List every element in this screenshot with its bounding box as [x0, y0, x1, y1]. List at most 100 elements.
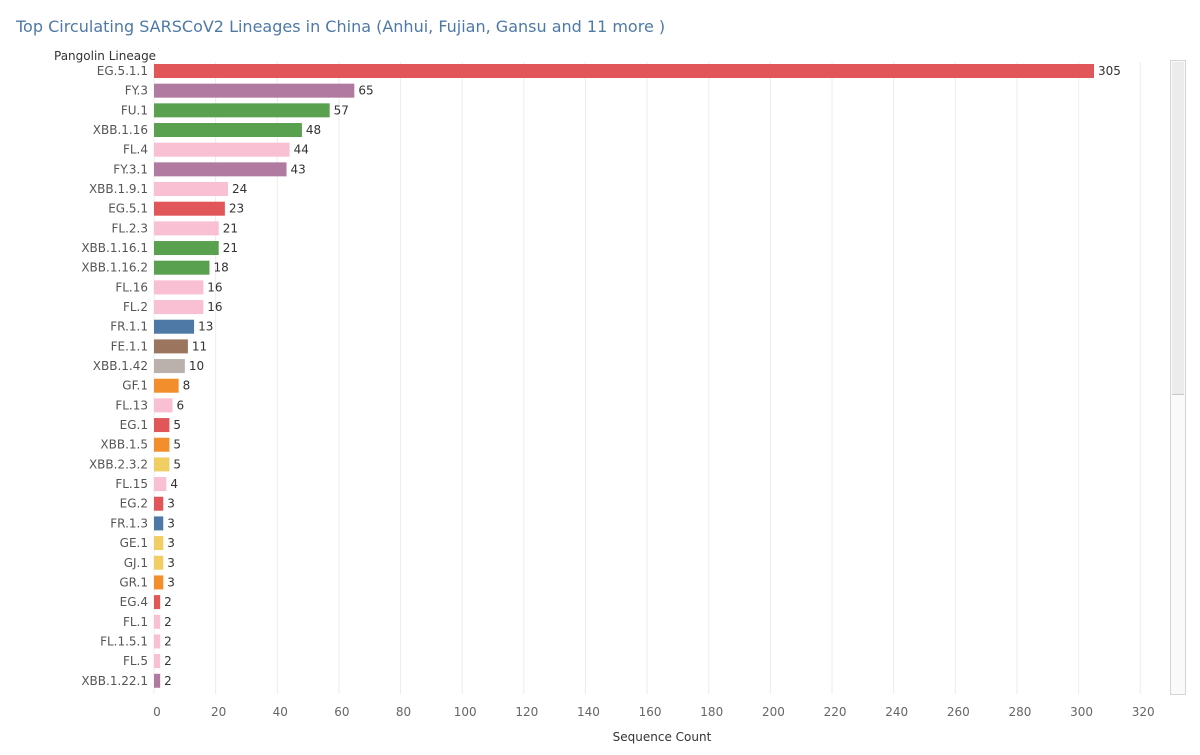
- bar[interactable]: [154, 103, 330, 118]
- bar[interactable]: [154, 339, 188, 354]
- data-label: 23: [229, 202, 244, 216]
- data-label: 4: [170, 477, 178, 491]
- category-label: GE.1: [120, 536, 148, 550]
- bar[interactable]: [154, 457, 170, 472]
- x-axis-ticks: 0 20 40 60 80 100 120 140 160 180 200 220 240 260 280 3…: [153, 705, 1155, 719]
- category-label: XBB.1.5: [100, 438, 148, 452]
- category-label: GF.1: [122, 379, 148, 393]
- bar[interactable]: [154, 595, 161, 610]
- bar[interactable]: [154, 162, 287, 177]
- bar[interactable]: [154, 437, 170, 452]
- bar[interactable]: [154, 182, 228, 197]
- bar[interactable]: [154, 555, 164, 570]
- category-label: FL.2.3: [112, 221, 149, 235]
- data-label: 3: [167, 536, 175, 550]
- category-label: FL.4: [123, 143, 148, 157]
- bar[interactable]: [154, 516, 164, 531]
- data-label: 48: [306, 123, 321, 137]
- bar[interactable]: [154, 280, 204, 295]
- category-label: FR.1.1: [110, 320, 148, 334]
- data-label: 3: [167, 575, 175, 589]
- category-label: FU.1: [121, 103, 148, 117]
- data-label: 2: [164, 615, 172, 629]
- category-label: FL.15: [115, 477, 148, 491]
- bar[interactable]: [154, 378, 179, 393]
- bar[interactable]: [154, 634, 161, 649]
- data-label: 2: [164, 674, 172, 688]
- bar[interactable]: [154, 496, 164, 511]
- data-label: 5: [173, 457, 181, 471]
- data-label: 44: [294, 143, 309, 157]
- data-label: 3: [167, 516, 175, 530]
- x-tick-label: 60: [334, 705, 349, 719]
- data-label: 21: [223, 221, 238, 235]
- category-label: EG.4: [120, 595, 148, 609]
- data-label: 43: [291, 162, 306, 176]
- x-tick-label: 240: [885, 705, 908, 719]
- x-tick-label: 300: [1070, 705, 1093, 719]
- x-tick-label: 260: [947, 705, 970, 719]
- x-tick-label: 280: [1008, 705, 1031, 719]
- scrollbar-thumb[interactable]: [1172, 62, 1184, 395]
- bar[interactable]: [154, 673, 161, 688]
- x-tick-label: 220: [824, 705, 847, 719]
- data-label: 16: [207, 280, 222, 294]
- data-label: 24: [232, 182, 247, 196]
- bar[interactable]: [154, 142, 290, 157]
- category-label: XBB.1.16: [93, 123, 148, 137]
- category-label: FR.1.3: [110, 516, 148, 530]
- x-tick-label: 120: [515, 705, 538, 719]
- category-label: FL.1.5.1: [100, 634, 148, 648]
- bar[interactable]: [154, 300, 204, 315]
- data-label: 2: [164, 595, 172, 609]
- bar[interactable]: [154, 241, 219, 256]
- vertical-scrollbar[interactable]: [1170, 60, 1186, 695]
- bar[interactable]: [154, 64, 1094, 78]
- bars: [154, 64, 1094, 688]
- category-label: FL.5: [123, 654, 148, 668]
- data-label: 11: [192, 339, 207, 353]
- bar[interactable]: [154, 614, 161, 629]
- bar[interactable]: [154, 398, 173, 413]
- category-label: EG.1: [120, 418, 148, 432]
- bar[interactable]: [154, 201, 225, 216]
- bar[interactable]: [154, 359, 185, 374]
- data-label: 8: [183, 379, 191, 393]
- x-axis-title: Sequence Count: [613, 730, 712, 744]
- category-label: EG.2: [120, 497, 148, 511]
- x-tick-label: 20: [211, 705, 226, 719]
- bar[interactable]: [154, 654, 161, 669]
- bar[interactable]: [154, 477, 167, 492]
- category-label: FY.3.1: [113, 162, 148, 176]
- data-labels: 3056557484443242321211816161311108655543…: [164, 64, 1121, 688]
- category-label: FL.16: [115, 280, 148, 294]
- data-label: 2: [164, 654, 172, 668]
- x-tick-label: 100: [454, 705, 477, 719]
- data-label: 18: [213, 261, 228, 275]
- x-tick-label: 80: [396, 705, 411, 719]
- data-label: 3: [167, 556, 175, 570]
- x-tick-label: 40: [273, 705, 288, 719]
- category-label: XBB.1.16.1: [81, 241, 148, 255]
- bar[interactable]: [154, 418, 170, 433]
- x-tick-label: 0: [153, 705, 161, 719]
- bar[interactable]: [154, 575, 164, 590]
- category-label: FL.1: [123, 615, 148, 629]
- data-label: 57: [334, 103, 349, 117]
- gridlines: [153, 62, 1141, 694]
- bar[interactable]: [154, 260, 210, 275]
- bar[interactable]: [154, 221, 219, 236]
- data-label: 16: [207, 300, 222, 314]
- data-label: 21: [223, 241, 238, 255]
- bar[interactable]: [154, 83, 355, 98]
- bar[interactable]: [154, 536, 164, 551]
- bar[interactable]: [154, 123, 302, 138]
- y-axis-title: Pangolin Lineage: [54, 49, 156, 63]
- data-label: 6: [176, 398, 184, 412]
- category-label: GR.1: [119, 575, 148, 589]
- x-tick-label: 320: [1132, 705, 1155, 719]
- data-label: 3: [167, 497, 175, 511]
- data-label: 5: [173, 438, 181, 452]
- bar[interactable]: [154, 319, 195, 334]
